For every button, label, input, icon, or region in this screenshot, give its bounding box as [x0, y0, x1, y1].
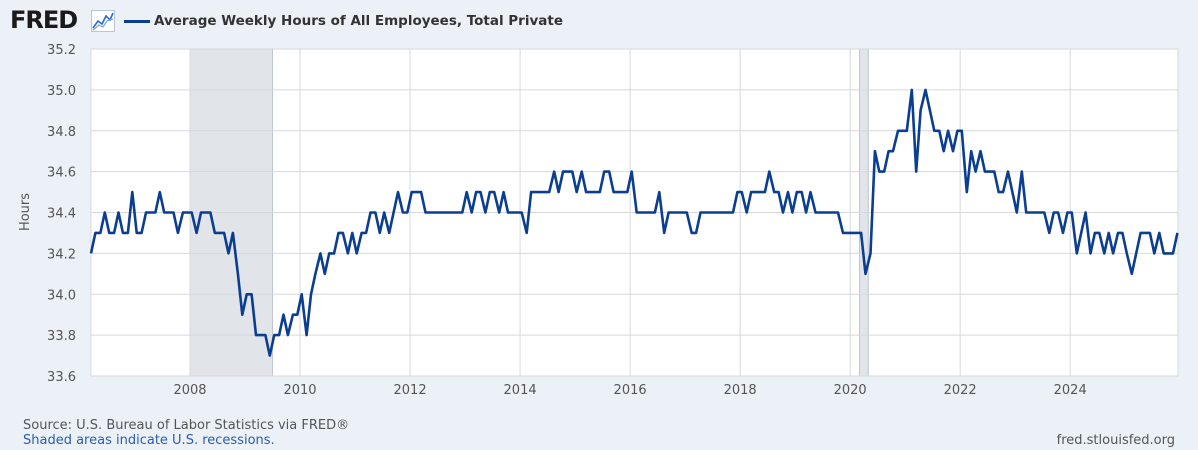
x-tick-label: 2022: [944, 383, 977, 398]
y-axis-label: Hours: [18, 193, 33, 231]
x-tick-label: 2024: [1054, 383, 1087, 398]
chart-legend: Average Weekly Hours of All Employees, T…: [124, 11, 563, 31]
y-tick-label: 33.6: [47, 370, 76, 385]
site-url[interactable]: fred.stlouisfed.org: [1056, 433, 1175, 448]
x-tick-label: 2012: [394, 383, 427, 398]
series-line[interactable]: [89, 88, 1179, 357]
source-note: Source: U.S. Bureau of Labor Statistics …: [23, 418, 350, 433]
plot-border: [90, 48, 1179, 377]
x-tick-label: 2016: [614, 383, 647, 398]
x-tick-label: 2020: [834, 383, 867, 398]
x-tick-label: 2008: [173, 383, 206, 398]
y-tick-label: 34.8: [47, 125, 76, 140]
y-tick-label: 35.0: [47, 84, 76, 99]
y-tick-label: 34.4: [47, 207, 76, 222]
x-tick-label: 2018: [724, 383, 757, 398]
y-tick-label: 34.6: [47, 166, 76, 181]
x-tick-label: 2014: [504, 383, 537, 398]
fred-logo[interactable]: FRED: [10, 6, 78, 34]
line-chart-icon: [91, 10, 115, 32]
legend-label: Average Weekly Hours of All Employees, T…: [154, 13, 563, 29]
y-tick-label: 33.8: [47, 329, 76, 344]
y-tick-label: 34.2: [47, 247, 76, 262]
y-tick-label: 34.0: [47, 288, 76, 303]
recession-note[interactable]: Shaded areas indicate U.S. recessions.: [23, 433, 275, 448]
legend-swatch: [124, 19, 150, 23]
y-tick-label: 35.2: [47, 43, 76, 58]
x-tick-label: 2010: [283, 383, 316, 398]
